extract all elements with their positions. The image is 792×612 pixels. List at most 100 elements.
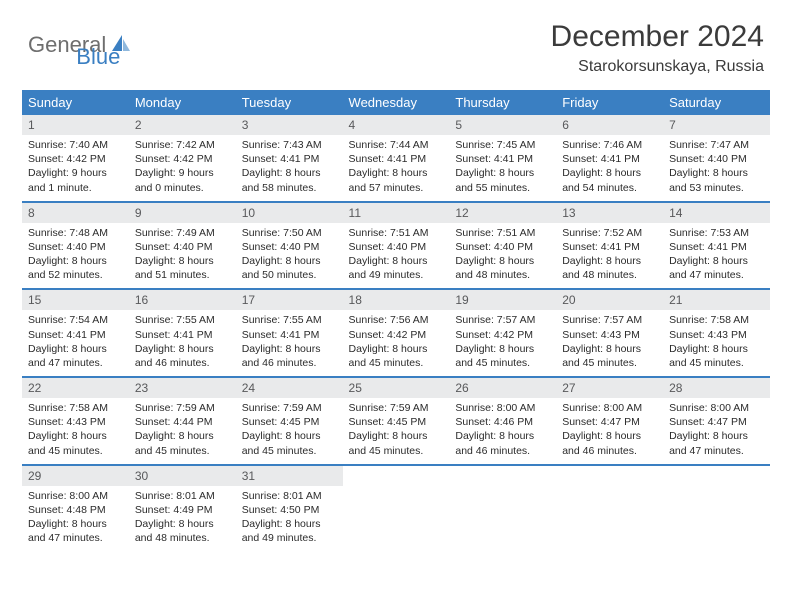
calendar-cell: 2Sunrise: 7:42 AMSunset: 4:42 PMDaylight…	[129, 115, 236, 202]
day-number: 24	[236, 378, 343, 398]
calendar-cell: 27Sunrise: 8:00 AMSunset: 4:47 PMDayligh…	[556, 377, 663, 465]
calendar-cell: 7Sunrise: 7:47 AMSunset: 4:40 PMDaylight…	[663, 115, 770, 202]
calendar-cell: 17Sunrise: 7:55 AMSunset: 4:41 PMDayligh…	[236, 289, 343, 377]
day-number: 7	[663, 115, 770, 135]
day-details: Sunrise: 7:46 AMSunset: 4:41 PMDaylight:…	[556, 135, 663, 201]
calendar-cell: 15Sunrise: 7:54 AMSunset: 4:41 PMDayligh…	[22, 289, 129, 377]
weekday-header: Monday	[129, 90, 236, 115]
calendar-cell: 31Sunrise: 8:01 AMSunset: 4:50 PMDayligh…	[236, 465, 343, 552]
calendar-cell: 22Sunrise: 7:58 AMSunset: 4:43 PMDayligh…	[22, 377, 129, 465]
day-details: Sunrise: 7:56 AMSunset: 4:42 PMDaylight:…	[343, 310, 450, 376]
day-number: 26	[449, 378, 556, 398]
day-number: 22	[22, 378, 129, 398]
calendar-cell	[663, 465, 770, 552]
day-number: 9	[129, 203, 236, 223]
day-details: Sunrise: 7:55 AMSunset: 4:41 PMDaylight:…	[129, 310, 236, 376]
month-title: December 2024	[551, 20, 764, 54]
day-number: 3	[236, 115, 343, 135]
day-details: Sunrise: 7:52 AMSunset: 4:41 PMDaylight:…	[556, 223, 663, 289]
calendar-cell: 5Sunrise: 7:45 AMSunset: 4:41 PMDaylight…	[449, 115, 556, 202]
day-number: 27	[556, 378, 663, 398]
day-details: Sunrise: 8:00 AMSunset: 4:47 PMDaylight:…	[556, 398, 663, 464]
calendar-cell: 18Sunrise: 7:56 AMSunset: 4:42 PMDayligh…	[343, 289, 450, 377]
day-number: 30	[129, 466, 236, 486]
day-details: Sunrise: 7:59 AMSunset: 4:44 PMDaylight:…	[129, 398, 236, 464]
calendar-cell	[449, 465, 556, 552]
day-number: 2	[129, 115, 236, 135]
calendar-cell: 21Sunrise: 7:58 AMSunset: 4:43 PMDayligh…	[663, 289, 770, 377]
day-number: 5	[449, 115, 556, 135]
day-details: Sunrise: 8:00 AMSunset: 4:46 PMDaylight:…	[449, 398, 556, 464]
calendar-body: 1Sunrise: 7:40 AMSunset: 4:42 PMDaylight…	[22, 115, 770, 551]
calendar-head: SundayMondayTuesdayWednesdayThursdayFrid…	[22, 90, 770, 115]
day-details: Sunrise: 7:57 AMSunset: 4:42 PMDaylight:…	[449, 310, 556, 376]
calendar-cell: 1Sunrise: 7:40 AMSunset: 4:42 PMDaylight…	[22, 115, 129, 202]
day-number: 19	[449, 290, 556, 310]
calendar-cell: 25Sunrise: 7:59 AMSunset: 4:45 PMDayligh…	[343, 377, 450, 465]
day-number: 25	[343, 378, 450, 398]
day-number: 18	[343, 290, 450, 310]
title-block: December 2024 Starokorsunskaya, Russia	[551, 20, 764, 76]
day-details: Sunrise: 8:00 AMSunset: 4:47 PMDaylight:…	[663, 398, 770, 464]
weekday-header: Thursday	[449, 90, 556, 115]
day-number: 15	[22, 290, 129, 310]
day-details: Sunrise: 8:01 AMSunset: 4:50 PMDaylight:…	[236, 486, 343, 552]
calendar-cell	[343, 465, 450, 552]
day-number: 11	[343, 203, 450, 223]
calendar-cell: 28Sunrise: 8:00 AMSunset: 4:47 PMDayligh…	[663, 377, 770, 465]
day-details: Sunrise: 7:44 AMSunset: 4:41 PMDaylight:…	[343, 135, 450, 201]
day-details: Sunrise: 7:43 AMSunset: 4:41 PMDaylight:…	[236, 135, 343, 201]
day-number: 31	[236, 466, 343, 486]
brand-text-blue: Blue	[76, 44, 120, 70]
weekday-header: Sunday	[22, 90, 129, 115]
calendar-cell: 11Sunrise: 7:51 AMSunset: 4:40 PMDayligh…	[343, 202, 450, 290]
day-number: 23	[129, 378, 236, 398]
day-number: 4	[343, 115, 450, 135]
day-details: Sunrise: 7:51 AMSunset: 4:40 PMDaylight:…	[343, 223, 450, 289]
day-details: Sunrise: 7:55 AMSunset: 4:41 PMDaylight:…	[236, 310, 343, 376]
day-details: Sunrise: 7:49 AMSunset: 4:40 PMDaylight:…	[129, 223, 236, 289]
day-number: 14	[663, 203, 770, 223]
day-details: Sunrise: 7:50 AMSunset: 4:40 PMDaylight:…	[236, 223, 343, 289]
calendar-table: SundayMondayTuesdayWednesdayThursdayFrid…	[22, 90, 770, 551]
day-number: 29	[22, 466, 129, 486]
weekday-header: Saturday	[663, 90, 770, 115]
day-details: Sunrise: 7:48 AMSunset: 4:40 PMDaylight:…	[22, 223, 129, 289]
day-number: 12	[449, 203, 556, 223]
day-details: Sunrise: 7:42 AMSunset: 4:42 PMDaylight:…	[129, 135, 236, 201]
calendar-cell: 24Sunrise: 7:59 AMSunset: 4:45 PMDayligh…	[236, 377, 343, 465]
day-number: 10	[236, 203, 343, 223]
day-details: Sunrise: 7:58 AMSunset: 4:43 PMDaylight:…	[22, 398, 129, 464]
calendar-cell: 26Sunrise: 8:00 AMSunset: 4:46 PMDayligh…	[449, 377, 556, 465]
calendar-cell: 20Sunrise: 7:57 AMSunset: 4:43 PMDayligh…	[556, 289, 663, 377]
day-number: 20	[556, 290, 663, 310]
day-details: Sunrise: 7:53 AMSunset: 4:41 PMDaylight:…	[663, 223, 770, 289]
brand-logo: General Blue	[28, 20, 120, 70]
weekday-header: Wednesday	[343, 90, 450, 115]
day-details: Sunrise: 7:54 AMSunset: 4:41 PMDaylight:…	[22, 310, 129, 376]
day-details: Sunrise: 7:51 AMSunset: 4:40 PMDaylight:…	[449, 223, 556, 289]
day-number: 1	[22, 115, 129, 135]
header: General Blue December 2024 Starokorsunsk…	[0, 0, 792, 84]
day-details: Sunrise: 7:59 AMSunset: 4:45 PMDaylight:…	[236, 398, 343, 464]
calendar-cell: 19Sunrise: 7:57 AMSunset: 4:42 PMDayligh…	[449, 289, 556, 377]
location-text: Starokorsunskaya, Russia	[551, 58, 764, 76]
calendar-cell: 10Sunrise: 7:50 AMSunset: 4:40 PMDayligh…	[236, 202, 343, 290]
day-number: 21	[663, 290, 770, 310]
day-details: Sunrise: 7:45 AMSunset: 4:41 PMDaylight:…	[449, 135, 556, 201]
calendar-cell: 23Sunrise: 7:59 AMSunset: 4:44 PMDayligh…	[129, 377, 236, 465]
day-details: Sunrise: 7:58 AMSunset: 4:43 PMDaylight:…	[663, 310, 770, 376]
calendar-cell: 12Sunrise: 7:51 AMSunset: 4:40 PMDayligh…	[449, 202, 556, 290]
calendar-cell: 6Sunrise: 7:46 AMSunset: 4:41 PMDaylight…	[556, 115, 663, 202]
day-number: 17	[236, 290, 343, 310]
day-number: 6	[556, 115, 663, 135]
calendar-cell: 9Sunrise: 7:49 AMSunset: 4:40 PMDaylight…	[129, 202, 236, 290]
day-details: Sunrise: 8:00 AMSunset: 4:48 PMDaylight:…	[22, 486, 129, 552]
calendar-cell: 13Sunrise: 7:52 AMSunset: 4:41 PMDayligh…	[556, 202, 663, 290]
day-details: Sunrise: 7:47 AMSunset: 4:40 PMDaylight:…	[663, 135, 770, 201]
day-details: Sunrise: 8:01 AMSunset: 4:49 PMDaylight:…	[129, 486, 236, 552]
day-number: 16	[129, 290, 236, 310]
calendar-cell: 3Sunrise: 7:43 AMSunset: 4:41 PMDaylight…	[236, 115, 343, 202]
calendar-cell: 16Sunrise: 7:55 AMSunset: 4:41 PMDayligh…	[129, 289, 236, 377]
day-number: 13	[556, 203, 663, 223]
